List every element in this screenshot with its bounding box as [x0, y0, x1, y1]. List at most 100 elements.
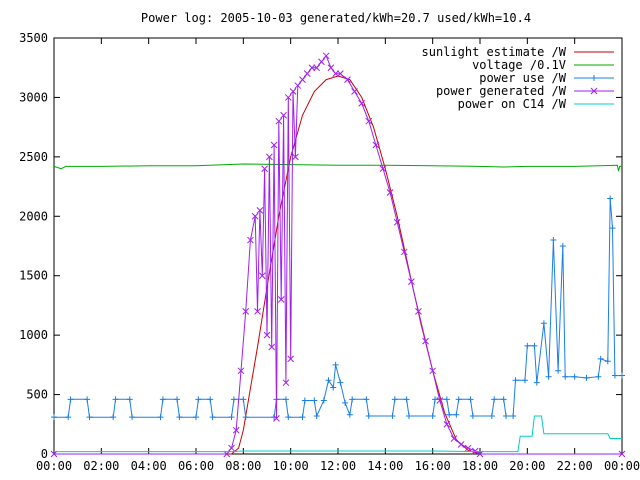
data-point — [389, 412, 396, 419]
data-point — [240, 396, 247, 403]
data-point — [607, 195, 614, 202]
data-point — [282, 396, 289, 403]
data-point — [228, 444, 235, 452]
data-point — [268, 343, 276, 351]
x-tick-label: 18:00 — [462, 459, 498, 473]
legend-label: power generated /W — [436, 84, 567, 98]
data-point — [464, 444, 472, 452]
data-point — [126, 396, 133, 403]
x-tick-label: 22:00 — [557, 459, 593, 473]
data-point — [266, 153, 273, 161]
data-point — [251, 212, 259, 220]
data-point — [510, 412, 517, 419]
data-point — [129, 414, 136, 421]
data-point — [157, 414, 164, 421]
data-point — [555, 367, 562, 374]
data-point — [285, 414, 292, 421]
data-point — [400, 248, 408, 256]
data-point — [273, 414, 280, 422]
data-point — [609, 225, 616, 232]
data-point — [342, 399, 349, 406]
chart-title: Power log: 2005-10-03 generated/kWh=20.7… — [141, 11, 531, 25]
data-point — [318, 58, 325, 66]
data-point — [571, 373, 578, 380]
data-point — [84, 396, 91, 403]
data-point — [344, 76, 351, 83]
data-point — [308, 64, 316, 72]
y-tick-label: 2000 — [19, 209, 48, 223]
x-tick-label: 00:00 — [36, 459, 72, 473]
x-tick-label: 12:00 — [320, 459, 356, 473]
data-point — [521, 377, 528, 384]
series-line — [54, 75, 622, 455]
data-point — [619, 372, 625, 379]
data-point — [299, 76, 306, 83]
data-point — [540, 320, 547, 327]
data-point — [230, 396, 237, 403]
data-point — [432, 396, 439, 403]
data-point — [289, 88, 297, 95]
data-point — [287, 355, 295, 363]
data-point — [429, 412, 436, 419]
data-point — [406, 412, 412, 419]
legend-label: power use /W — [479, 71, 566, 85]
legend-label: sunlight estimate /W — [422, 45, 567, 59]
data-point — [337, 379, 344, 386]
data-point — [467, 396, 474, 403]
series-line — [54, 198, 622, 418]
data-point — [393, 218, 401, 226]
x-tick-label: 16:00 — [415, 459, 451, 473]
data-point — [299, 414, 306, 421]
data-point — [311, 397, 318, 404]
data-point — [228, 414, 235, 421]
data-point — [292, 153, 299, 161]
data-point — [363, 396, 370, 403]
data-point — [365, 412, 372, 419]
data-point — [562, 373, 569, 380]
series-3 — [50, 52, 626, 458]
y-tick-label: 1500 — [19, 269, 48, 283]
data-point — [254, 308, 261, 315]
x-tick-label: 06:00 — [178, 459, 214, 473]
series-0 — [54, 75, 622, 455]
data-point — [176, 414, 183, 421]
data-point — [209, 414, 216, 421]
data-point — [256, 206, 264, 214]
data-point — [450, 435, 458, 442]
y-tick-label: 2500 — [19, 150, 48, 164]
data-point — [277, 296, 285, 303]
y-tick-label: 0 — [41, 447, 48, 461]
data-point — [247, 236, 254, 244]
legend-marker — [591, 75, 597, 81]
x-tick-label: 14:00 — [367, 459, 403, 473]
data-point — [346, 411, 353, 418]
data-point — [583, 374, 590, 381]
data-point — [242, 414, 249, 421]
data-point — [263, 331, 271, 339]
y-tick-label: 3500 — [19, 31, 48, 45]
data-point — [110, 414, 117, 421]
data-point — [282, 379, 290, 387]
legend-label: voltage /0.1V — [472, 58, 566, 72]
data-point — [358, 100, 366, 107]
data-point — [207, 396, 214, 403]
data-point — [457, 441, 465, 448]
data-point — [446, 411, 453, 418]
data-point — [193, 414, 199, 421]
x-tick-label: 02:00 — [83, 459, 119, 473]
data-point — [469, 412, 476, 419]
data-point — [86, 414, 93, 421]
data-point — [524, 342, 531, 349]
data-point — [261, 165, 268, 173]
data-point — [313, 412, 320, 419]
data-point — [429, 367, 437, 375]
data-point — [237, 367, 245, 375]
series-4 — [54, 415, 622, 453]
data-point — [531, 342, 538, 349]
data-point — [337, 70, 344, 78]
x-tick-label: 10:00 — [273, 459, 309, 473]
data-point — [195, 396, 202, 403]
data-point — [242, 308, 250, 315]
